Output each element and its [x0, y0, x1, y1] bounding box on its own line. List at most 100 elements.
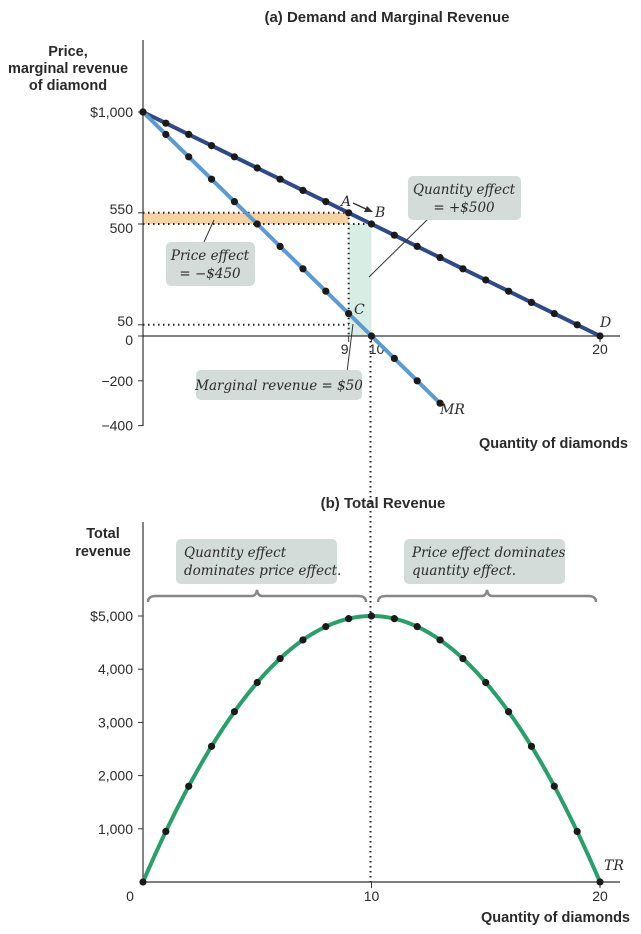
panel-b-y-ticks: $5,000 4,000 3,000 2,000 1,000 [90, 608, 143, 837]
series-d-point [207, 142, 216, 150]
a-ytick-label: 0 [125, 332, 133, 348]
panel-a-ylabel-line-1: Price, [48, 44, 88, 60]
series-d-point [230, 153, 238, 161]
point-a-label: A [339, 194, 351, 210]
b-ytick-label: $5,000 [90, 608, 133, 624]
point-c-label: C [354, 302, 365, 318]
series-tr-point [162, 827, 170, 836]
series-d-point [253, 164, 261, 172]
series-d-point [573, 321, 581, 329]
series-d-point [345, 209, 353, 217]
b-ytick-label: 1,000 [98, 821, 133, 837]
price-effect-line-1: Price effect [170, 248, 250, 264]
series-mr-point [322, 287, 330, 295]
series-d-point [299, 186, 307, 194]
a-ytick-label: $1,000 [90, 104, 133, 120]
series-tr-point [573, 827, 581, 836]
panel-b-x-ticks: 0 10 20 [126, 882, 608, 904]
series-d-point [482, 276, 490, 284]
series-tr-point [276, 654, 284, 663]
series-d-point [413, 242, 421, 250]
series-d-point [596, 332, 604, 340]
series-tr-point [482, 678, 490, 687]
series-tr-point [207, 742, 216, 750]
series-tr-point [253, 678, 261, 687]
series-mr-point [390, 354, 398, 362]
series-mr-point [139, 108, 147, 116]
series-mr-point [230, 198, 238, 206]
series-d-point [162, 119, 170, 127]
a-ytick-label: −200 [101, 373, 133, 389]
panel-a-y-axis-label: Price, marginal revenue of diamond [8, 44, 128, 94]
marginal-revenue-text: Marginal revenue = $50 [194, 378, 363, 394]
series-tr-point [390, 615, 398, 623]
a-ytick-label: 500 [110, 220, 134, 236]
a-ytick-label: 550 [110, 201, 134, 217]
series-mr-line [141, 110, 443, 406]
quantity-effect-line-2: = +$500 [433, 200, 495, 216]
panel-a-ylabel-line-2: marginal revenue [8, 61, 128, 77]
series-d-point [367, 220, 376, 228]
price-effect-callout: Price effect = −$450 [166, 219, 255, 286]
series-d-point [390, 231, 398, 239]
series-mr-point [276, 242, 284, 250]
a-xtick-label: 9 [341, 341, 349, 357]
panel-b-x-axis-label: Quantity of diamonds [481, 910, 630, 926]
mr-curve-label: MR [439, 402, 465, 418]
series-tr-point [345, 615, 353, 623]
series-tr-point [413, 623, 421, 631]
left-callout-line-2: dominates price effect. [184, 563, 341, 579]
b-ytick-label: 3,000 [98, 714, 133, 730]
a-to-b-arrow [352, 202, 373, 212]
right-callout-line-2: quantity effect. [412, 563, 516, 579]
series-tr-point [527, 742, 536, 750]
series-mr-point [207, 175, 216, 183]
b-xtick-label: 0 [126, 888, 134, 904]
panel-a: (a) Demand and Marginal Revenue Price, m… [8, 9, 628, 452]
panel-a-title: (a) Demand and Marginal Revenue [264, 9, 509, 26]
panel-b: (b) Total Revenue Total revenue Quantity… [75, 495, 630, 926]
series-d-point [276, 175, 284, 183]
price-effect-line-2: = −$450 [179, 266, 241, 282]
panel-b-title: (b) Total Revenue [321, 495, 446, 512]
b-xtick-label: 20 [592, 888, 608, 904]
series-tr-point [459, 654, 467, 663]
series-tr-point [596, 878, 604, 886]
series-mr-point [345, 310, 353, 318]
tr-curve-label: TR [604, 858, 624, 874]
a-xtick-label: 20 [592, 341, 608, 357]
quantity-effect-line-1: Quantity effect [413, 182, 516, 198]
panel-a-guide-lines [143, 211, 372, 336]
left-dominance-callout: Quantity effect dominates price effect. [176, 539, 341, 584]
series-tr-point [436, 636, 444, 644]
series-mr-point [299, 265, 307, 273]
right-callout-line-1: Price effect dominates [411, 545, 566, 561]
point-b-label: B [374, 205, 385, 221]
series-tr-point [230, 708, 238, 716]
series-tr-point [550, 782, 558, 790]
series-mr-point [253, 220, 261, 228]
left-callout-line-1: Quantity effect [184, 545, 287, 561]
demand-curve-label: D [599, 315, 611, 331]
right-dominance-callout: Price effect dominates quantity effect. [404, 539, 566, 584]
series-d-point [505, 287, 513, 295]
right-range-brace [376, 589, 598, 603]
series-tr-point [322, 623, 330, 631]
series-d-point [322, 198, 330, 206]
a-ytick-label: −400 [101, 418, 133, 434]
series-tr-point [185, 782, 193, 790]
quantity-effect-callout: Quantity effect = +$500 [368, 176, 521, 278]
series-d-point [436, 254, 444, 262]
series-mr-point [162, 130, 170, 138]
series-tr-point [505, 708, 513, 716]
panel-b-ylabel-line-1: Total [86, 526, 120, 542]
series-mr-point [413, 377, 421, 385]
panel-a-series [139, 108, 604, 407]
panel-a-x-axis-label: Quantity of diamonds [479, 436, 628, 452]
series-mr-point [185, 153, 193, 161]
panel-b-series [139, 612, 604, 886]
series-d-point [185, 130, 193, 138]
series-tr-point [367, 612, 376, 620]
